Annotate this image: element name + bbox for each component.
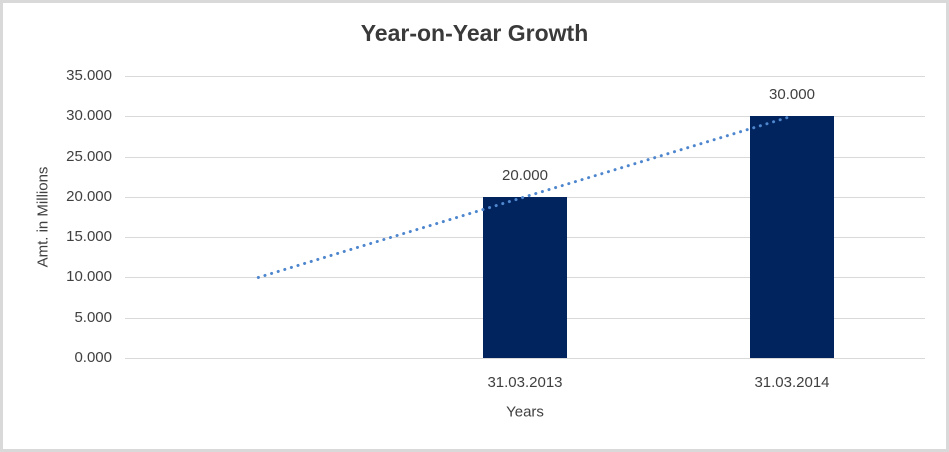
y-axis-tick-label: 5.000 bbox=[74, 309, 112, 326]
bar bbox=[750, 116, 834, 358]
gridline bbox=[125, 358, 925, 359]
chart-title: Year-on-Year Growth bbox=[360, 20, 589, 46]
bar bbox=[483, 197, 567, 358]
y-axis-tick-label: 20.000 bbox=[66, 188, 112, 205]
y-axis-tick-label: 10.000 bbox=[66, 268, 112, 285]
y-axis-title: Amt. in Millions bbox=[34, 166, 52, 268]
x-axis-tick-label: 31.03.2013 bbox=[487, 374, 563, 391]
y-axis-tick-label: 25.000 bbox=[66, 148, 112, 165]
y-axis-tick-label: 0.000 bbox=[74, 349, 112, 366]
x-axis-tick-label: 31.03.2014 bbox=[754, 374, 830, 391]
bar-data-label: 30.000 bbox=[769, 86, 815, 103]
bar-data-label: 20.000 bbox=[502, 167, 548, 184]
gridline bbox=[125, 76, 925, 77]
x-axis-title: Years bbox=[506, 403, 544, 421]
y-axis-tick-label: 15.000 bbox=[66, 228, 112, 245]
y-axis-tick-label: 35.000 bbox=[66, 67, 112, 84]
y-axis-tick-label: 30.000 bbox=[66, 107, 112, 124]
